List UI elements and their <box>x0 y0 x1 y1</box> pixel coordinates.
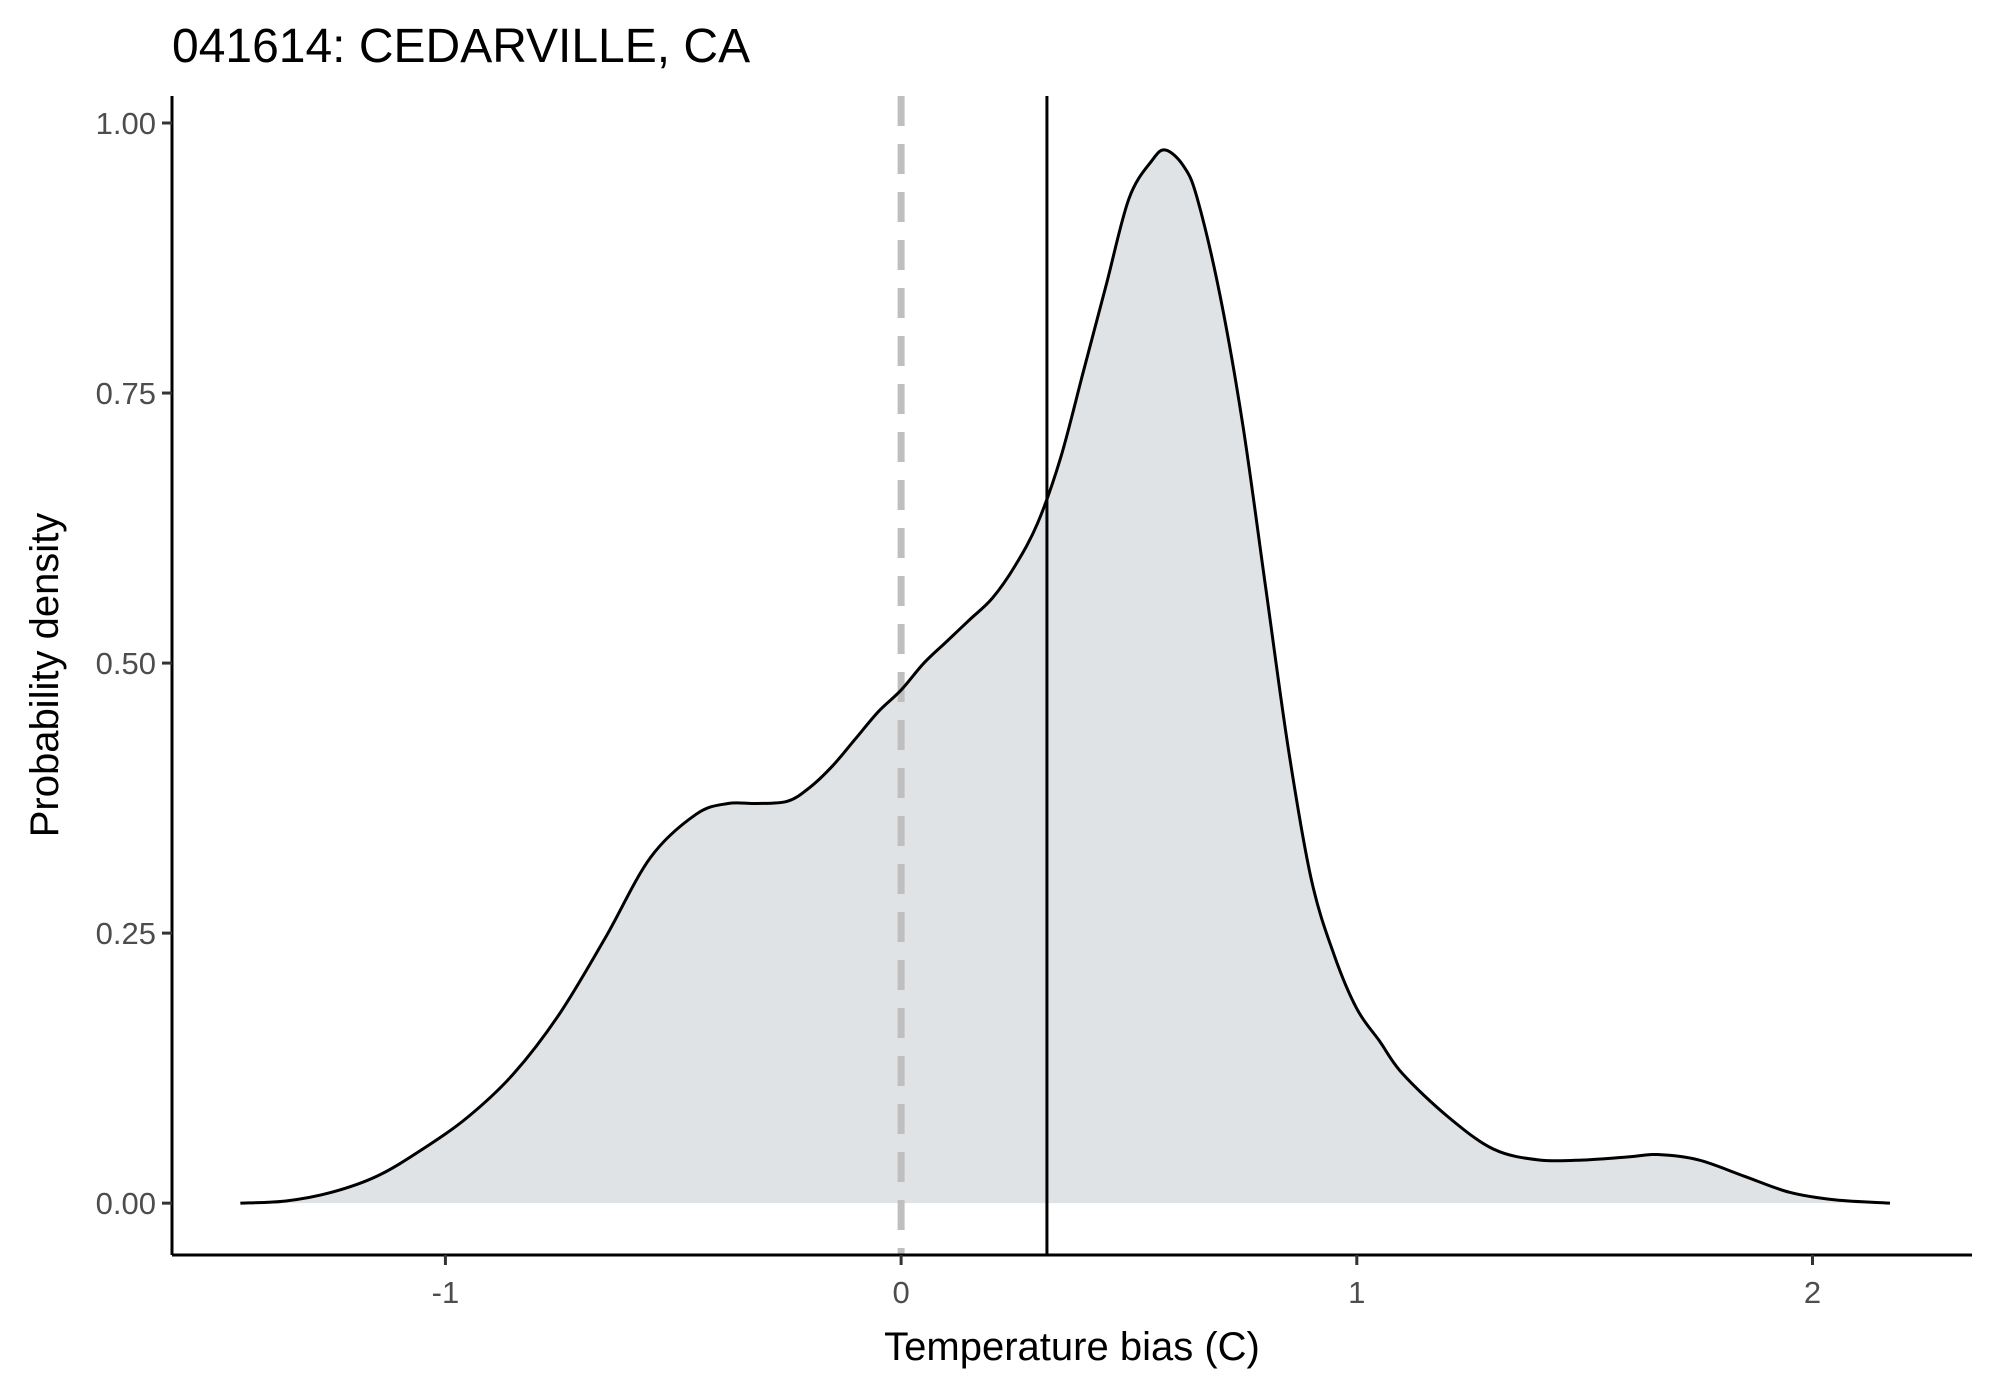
x-axis-title: Temperature bias (C) <box>884 1325 1260 1369</box>
density-area <box>240 149 1890 1204</box>
x-tick-label: -1 <box>432 1275 460 1310</box>
y-axis-title: Probability density <box>23 513 67 838</box>
y-tick-label: 0.75 <box>96 376 156 411</box>
axes: 0.00 0.25 0.50 0.75 1.00 -1 0 1 2 <box>96 96 1972 1310</box>
density-curve <box>240 148 1891 1205</box>
plot-area <box>240 96 1891 1255</box>
x-tick-label: 2 <box>1804 1275 1821 1310</box>
chart-title: 041614: CEDARVILLE, CA <box>172 20 750 73</box>
y-tick-label: 0.50 <box>96 646 156 681</box>
y-tick-label: 0.00 <box>96 1186 156 1221</box>
y-tick-label: 1.00 <box>96 106 156 141</box>
x-tick-label: 0 <box>892 1275 909 1310</box>
x-tick-label: 1 <box>1348 1275 1365 1310</box>
y-tick-label: 0.25 <box>96 916 156 951</box>
